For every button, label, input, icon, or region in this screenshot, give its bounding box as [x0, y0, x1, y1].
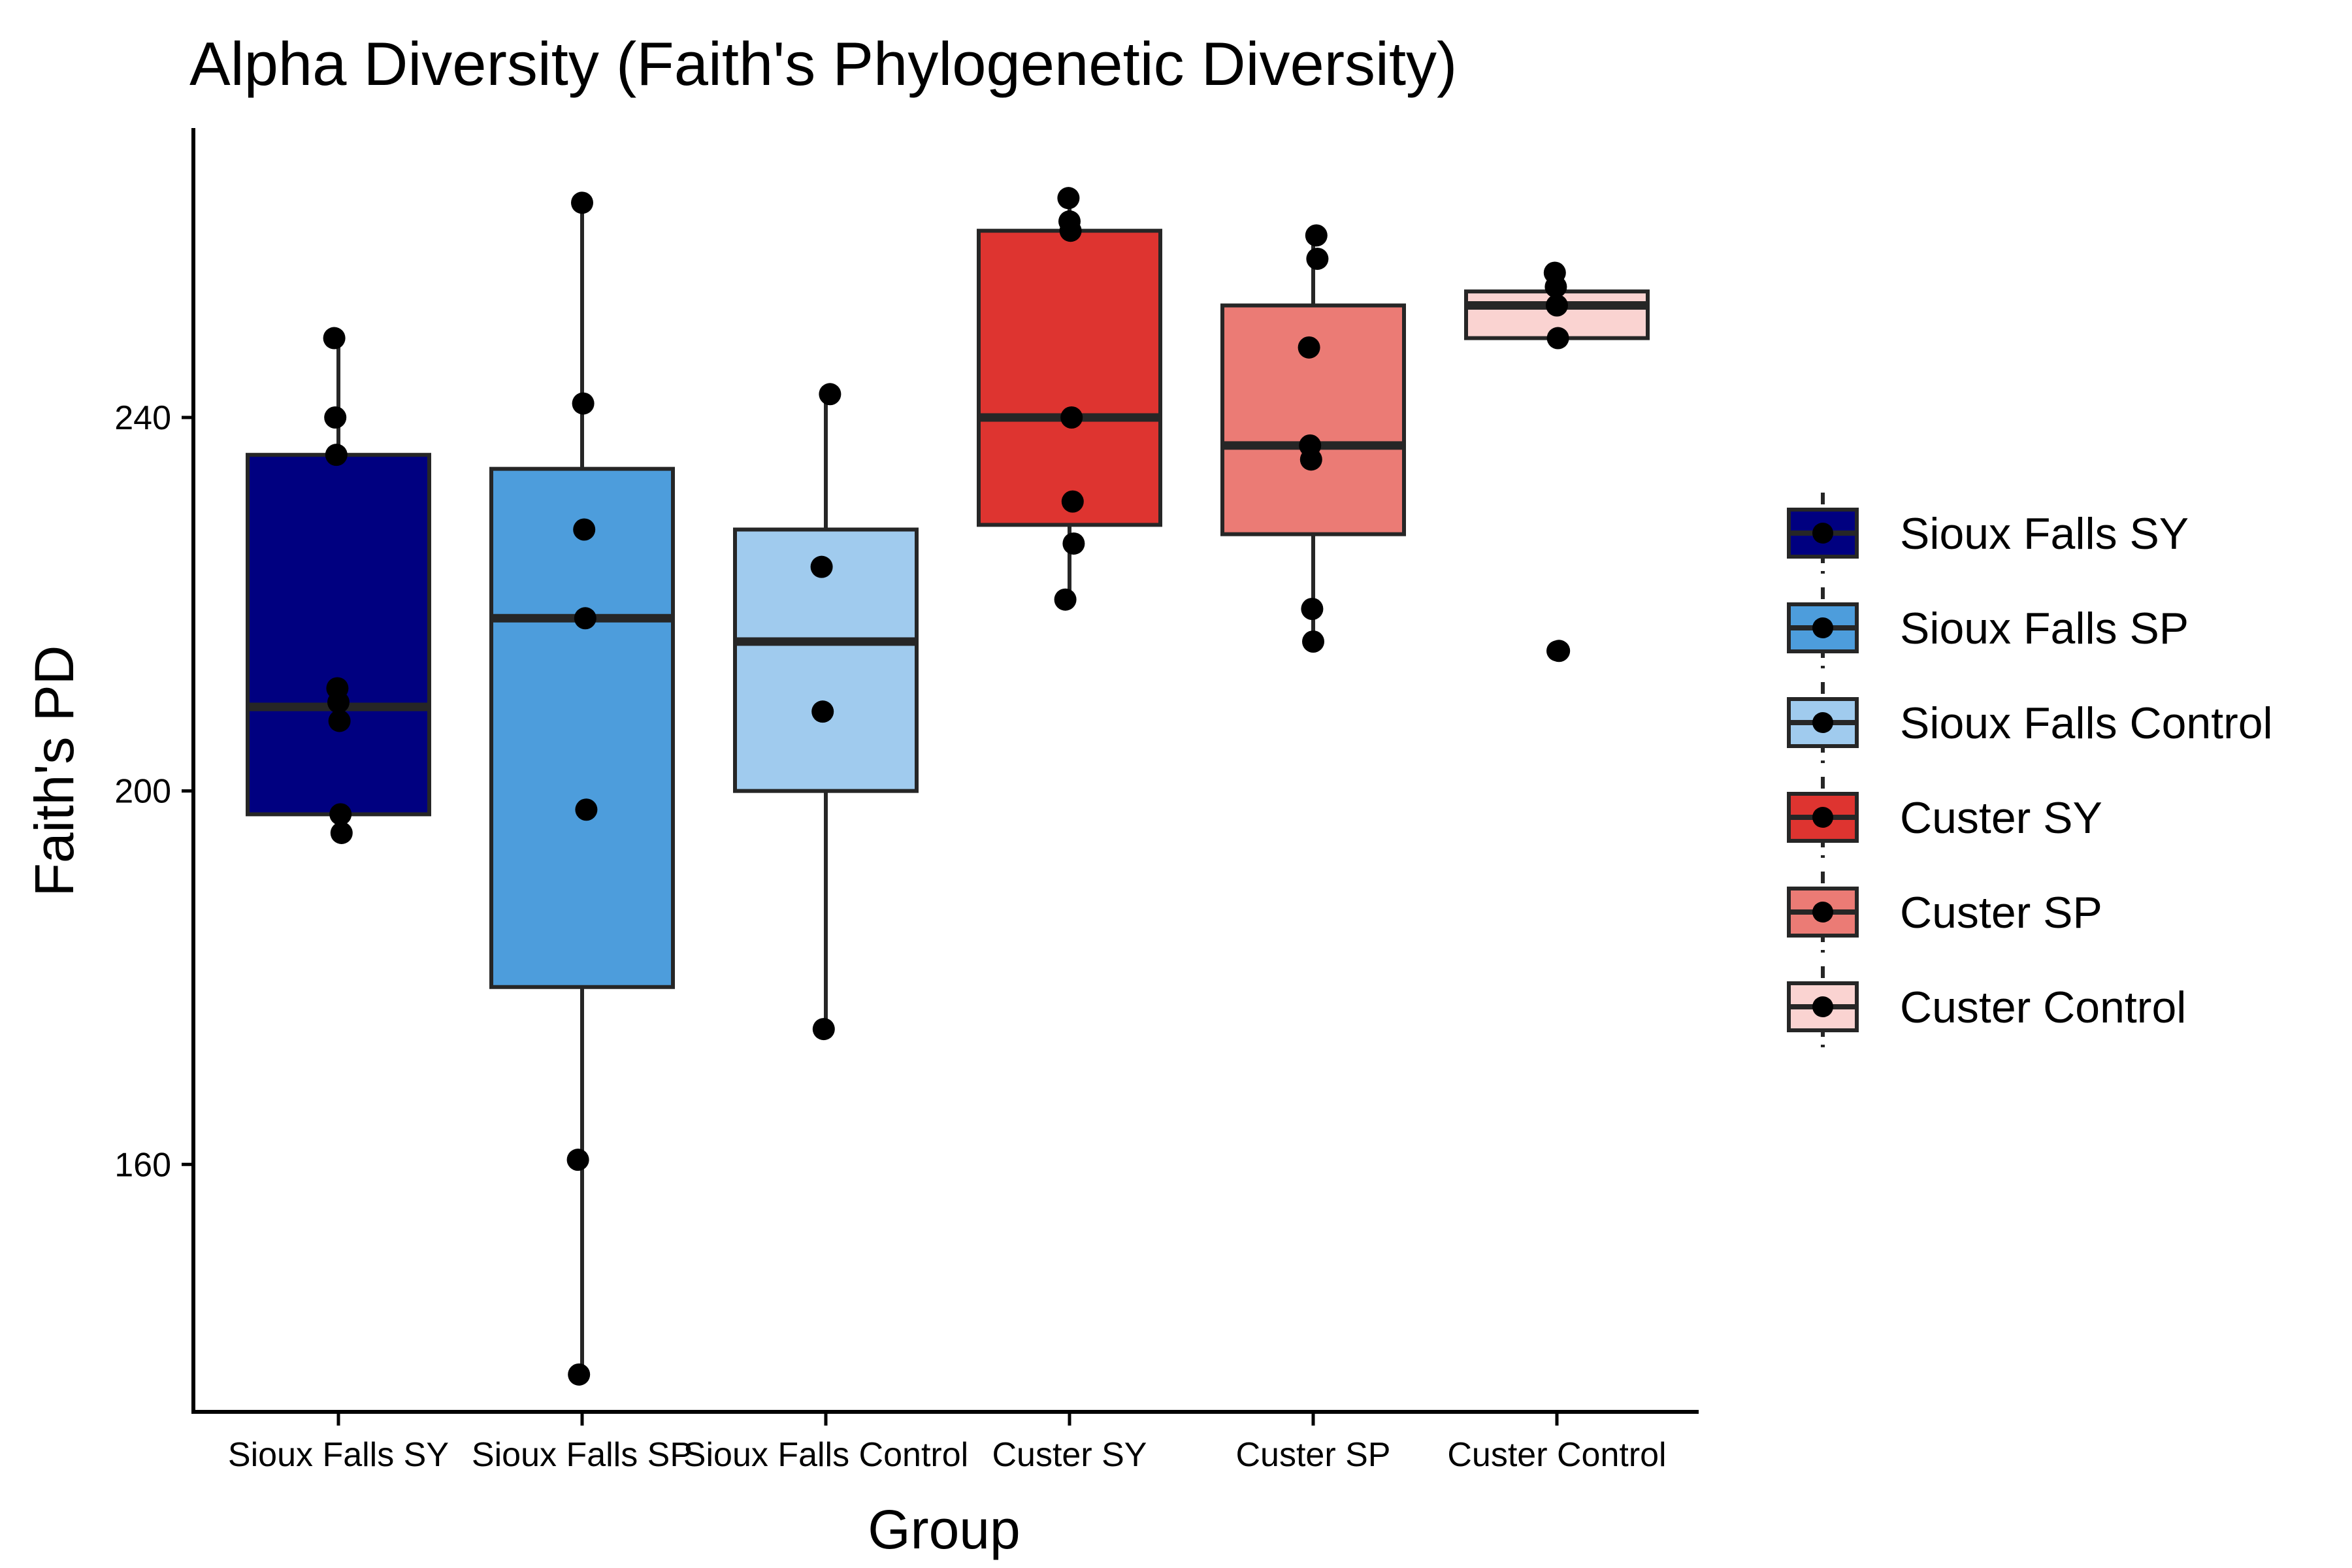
data-point [1059, 220, 1082, 242]
y-tick-label: 160 [114, 1146, 171, 1184]
legend-label: Sioux Falls Control [1900, 698, 2273, 748]
data-point [1057, 187, 1080, 210]
data-point [812, 1018, 835, 1041]
box-custer-sy [977, 187, 1162, 611]
legend-label: Custer Control [1900, 983, 2186, 1032]
legend-item: Custer SP [1787, 872, 2102, 953]
box-body [977, 229, 1162, 527]
chart-title: Alpha Diversity (Faith's Phylogenetic Di… [189, 29, 1457, 98]
legend-key-point [1812, 996, 1833, 1017]
data-point [1548, 640, 1571, 662]
legend-item: Custer Control [1787, 966, 2186, 1047]
data-point [573, 518, 596, 541]
x-tick-label: Custer Control [1447, 1436, 1666, 1474]
data-point [1060, 406, 1083, 429]
legend-label: Sioux Falls SY [1900, 509, 2189, 559]
data-point [330, 821, 353, 844]
x-tick-label: Custer SY [992, 1436, 1147, 1474]
x-tick-label: Sioux Falls Control [683, 1436, 968, 1474]
data-point [811, 700, 834, 723]
axes: 160 200 240 Sioux Falls SY Sioux Falls SPSio… [114, 128, 1699, 1474]
x-axis-title: Group [868, 1499, 1020, 1560]
data-point [325, 444, 348, 466]
data-point [327, 691, 350, 713]
legend-item: Sioux Falls SY [1787, 493, 2189, 574]
plot-area [246, 187, 1650, 1386]
y-tick-label: 200 [114, 773, 171, 811]
legend-key-point [1812, 712, 1833, 733]
legend: Sioux Falls SY Sioux Falls SP Sioux Falls … [1787, 493, 2273, 1047]
box-body [246, 453, 431, 817]
data-point [323, 327, 346, 350]
data-point [566, 1149, 589, 1171]
data-point [329, 803, 352, 826]
data-point [568, 1363, 591, 1386]
legend-item: Sioux Falls SP [1787, 587, 2189, 668]
y-tick-label: 240 [114, 399, 171, 437]
legend-label: Custer SY [1900, 793, 2102, 843]
data-point [571, 191, 593, 214]
data-point [1302, 630, 1324, 653]
data-point [324, 406, 347, 429]
box-body [489, 466, 675, 989]
y-axis-title: Faith's PD [24, 645, 85, 897]
legend-key-point [1812, 523, 1833, 544]
data-point [575, 798, 598, 821]
x-tick-label: Sioux Falls SP [472, 1436, 693, 1474]
data-point [574, 607, 596, 630]
data-point [328, 710, 351, 732]
legend-key-point [1812, 902, 1833, 923]
legend-item: Sioux Falls Control [1787, 682, 2273, 763]
legend-label: Sioux Falls SP [1900, 604, 2189, 653]
data-point [810, 555, 833, 578]
data-point [1544, 275, 1567, 298]
box-custer-sp [1220, 224, 1406, 653]
box-body [733, 527, 919, 793]
data-point [819, 383, 841, 406]
box-custer-control [1464, 261, 1650, 662]
data-point [1546, 327, 1569, 350]
box-sioux-falls-sp [489, 191, 675, 1386]
legend-key-point [1812, 617, 1833, 638]
data-point [1299, 448, 1322, 471]
data-point [1306, 248, 1329, 270]
data-point [1061, 490, 1084, 513]
data-point [1301, 597, 1324, 620]
legend-item: Custer SY [1787, 777, 2102, 858]
box-sioux-falls-control [733, 383, 919, 1041]
data-point [572, 392, 595, 415]
data-point [1305, 224, 1328, 247]
data-point [1298, 336, 1320, 359]
legend-label: Custer SP [1900, 888, 2102, 938]
data-point [1054, 588, 1077, 611]
x-tick-label: Custer SP [1236, 1436, 1391, 1474]
x-tick-label: Sioux Falls SY [228, 1436, 449, 1474]
box-sioux-falls-sy [246, 327, 431, 844]
legend-key-point [1812, 807, 1833, 828]
data-point [1546, 294, 1568, 317]
data-point [1062, 532, 1085, 555]
